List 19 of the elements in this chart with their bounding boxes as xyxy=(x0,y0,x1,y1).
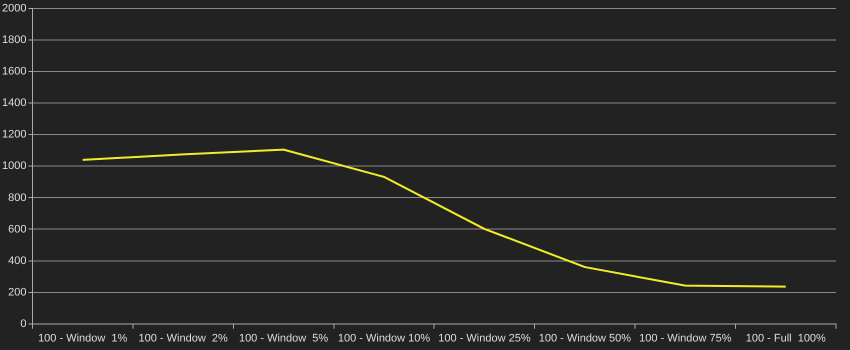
y-tick-label: 1200 xyxy=(2,128,26,141)
x-tick-label: 100 - Full 100% xyxy=(746,332,826,344)
y-tick-label: 600 xyxy=(8,223,26,236)
x-tick-label: 100 - Window 2% xyxy=(138,332,228,344)
x-tick-label: 100 - Window 25% xyxy=(438,332,531,344)
x-tick-label: 100 - Window 1% xyxy=(38,332,128,344)
y-tick-label: 0 xyxy=(20,318,26,330)
x-tick-label: 100 - Window 75% xyxy=(639,332,732,344)
y-tick-label: 2000 xyxy=(2,2,26,15)
x-tick-label: 100 - Window 10% xyxy=(338,332,430,344)
y-tick-label: 200 xyxy=(8,286,26,298)
x-tick-label: 100 - Window 50% xyxy=(538,332,632,344)
y-tick-label: 1600 xyxy=(2,66,26,78)
x-tick-label: 100 - Window 5% xyxy=(238,332,328,344)
y-tick-label: 1000 xyxy=(2,160,26,172)
y-tick-label: 800 xyxy=(8,192,26,204)
y-tick-label: 1400 xyxy=(2,97,26,110)
y-tick-label: 1800 xyxy=(2,34,26,46)
y-tick-label: 400 xyxy=(8,254,26,267)
